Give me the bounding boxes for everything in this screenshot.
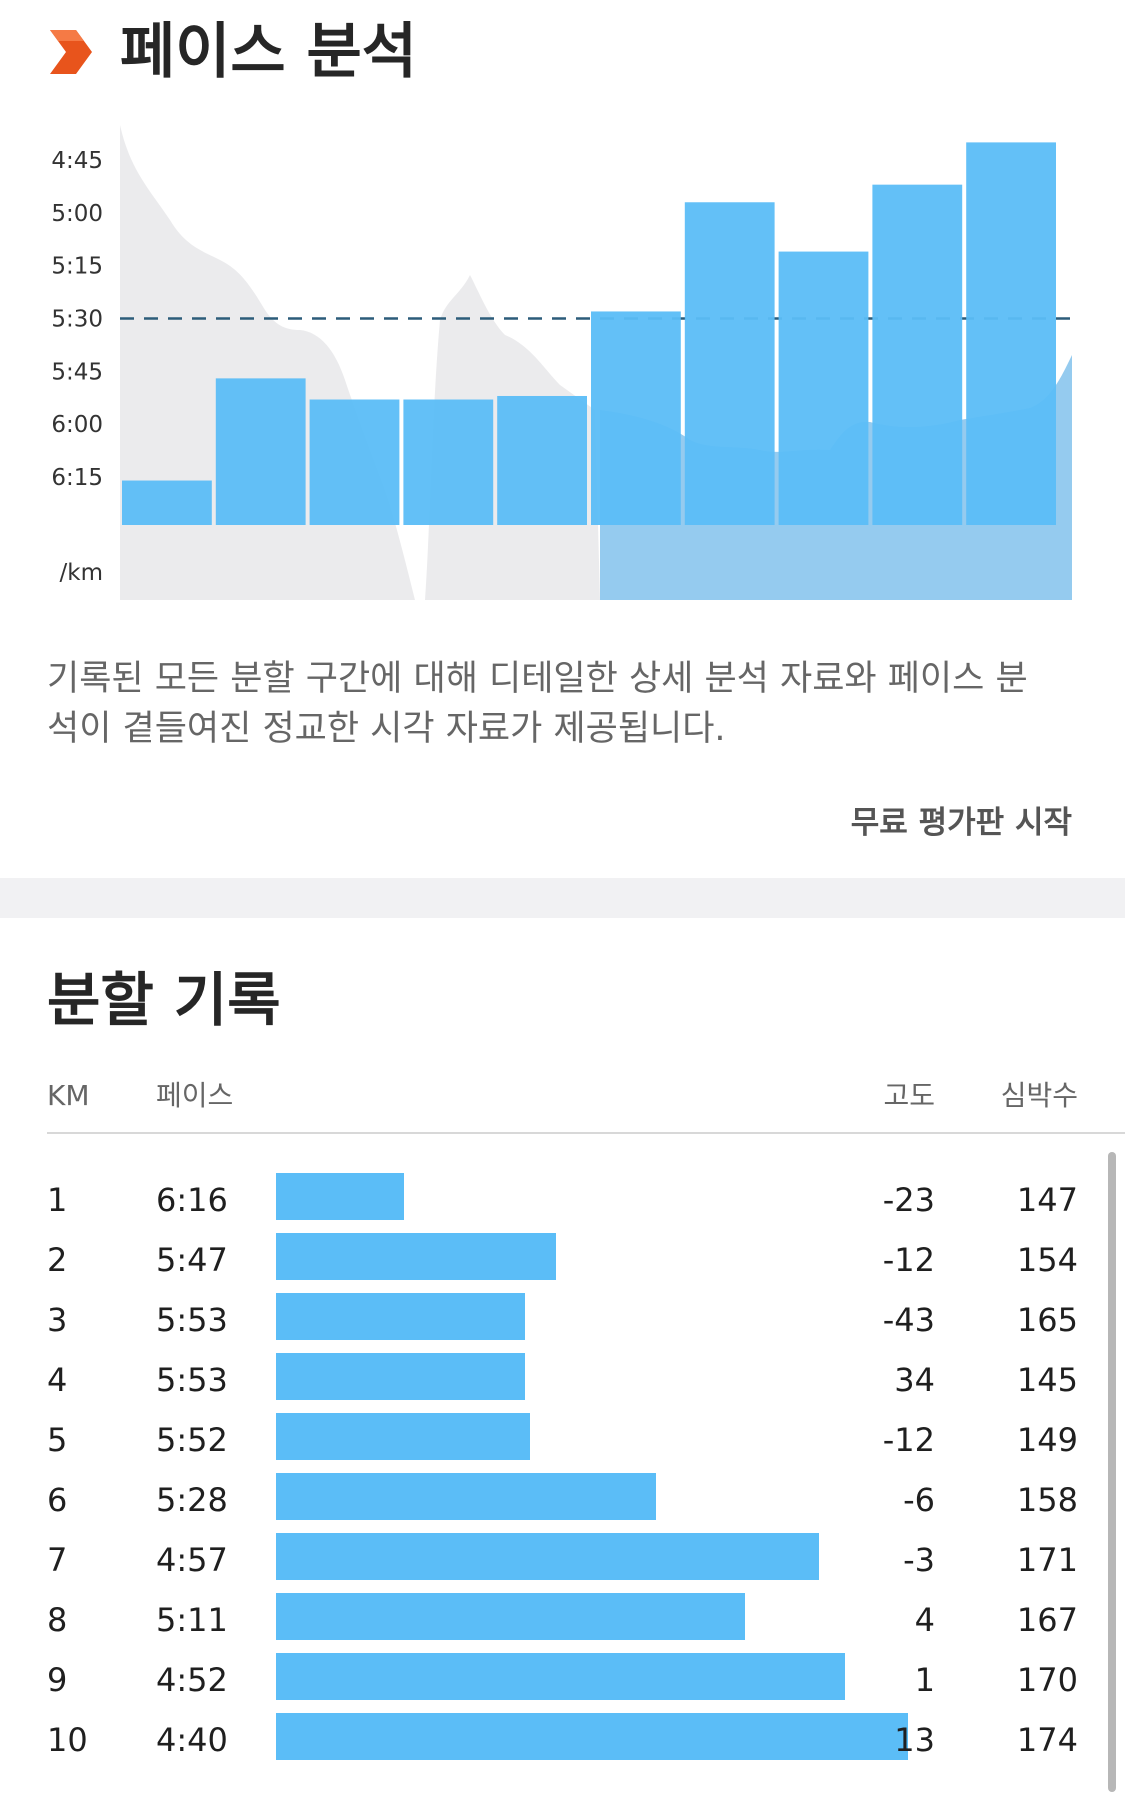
- elevation-area: [120, 125, 600, 600]
- pace-bar-km-8: [778, 251, 869, 526]
- split-heart-rate: 170: [1016, 1661, 1078, 1699]
- table-row: 3 5:53 -43 165: [0, 1290, 1125, 1350]
- pace-chart: 4:45 5:00 5:15 5:30 5:45 6:00 6:15 /km: [51, 125, 1072, 600]
- split-pace: 6:16: [156, 1181, 228, 1219]
- pace-bar-km-6: [591, 311, 681, 525]
- y-tick-label: 6:15: [51, 465, 103, 491]
- split-km: 9: [47, 1661, 68, 1699]
- split-elevation: 1: [914, 1661, 935, 1699]
- pace-bar-km-5: [497, 395, 587, 525]
- split-pace-bar: [276, 1413, 530, 1460]
- split-pace: 5:53: [156, 1361, 228, 1399]
- split-pace: 5:53: [156, 1301, 228, 1339]
- pace-bar-km-7: [684, 202, 775, 525]
- pace-bar-km-3: [309, 399, 400, 525]
- table-row: 1 6:16 -23 147: [0, 1170, 1125, 1230]
- split-km: 6: [47, 1481, 68, 1519]
- table-row: 10 4:40 13 174: [0, 1710, 1125, 1770]
- split-km: 4: [47, 1361, 68, 1399]
- split-elevation: -6: [903, 1481, 935, 1519]
- split-heart-rate: 171: [1016, 1541, 1078, 1579]
- pace-bar-km-9: [872, 184, 963, 525]
- y-tick-label: 5:45: [51, 359, 103, 385]
- split-km: 10: [47, 1721, 88, 1759]
- split-heart-rate: 147: [1016, 1181, 1078, 1219]
- split-heart-rate: 145: [1016, 1361, 1078, 1399]
- split-pace: 4:40: [156, 1721, 228, 1759]
- y-tick-label: 6:00: [51, 412, 103, 438]
- splits-table: 1 6:16 -23 147 2 5:47 -12 154 3 5:53 -43…: [0, 1170, 1125, 1770]
- split-elevation: -43: [882, 1301, 935, 1339]
- column-header-pace: 페이스: [156, 1079, 234, 1112]
- table-row: 7 4:57 -3 171: [0, 1530, 1125, 1590]
- y-tick-label: 4:45: [51, 148, 103, 174]
- pace-bar-km-1: [122, 480, 212, 525]
- split-km: 5: [47, 1421, 68, 1459]
- table-row: 9 4:52 1 170: [0, 1650, 1125, 1710]
- y-axis-unit: /km: [60, 560, 103, 586]
- pace-analysis-title: 페이스 분석: [120, 17, 417, 87]
- split-pace-bar: [276, 1353, 525, 1400]
- table-row: 6 5:28 -6 158: [0, 1470, 1125, 1530]
- splits-title: 분할 기록: [47, 966, 281, 1034]
- split-elevation: 4: [914, 1601, 935, 1639]
- split-elevation: 13: [894, 1721, 935, 1759]
- header-divider: [47, 1132, 1125, 1134]
- split-elevation: -23: [882, 1181, 935, 1219]
- pace-analysis-description: 기록된 모든 분할 구간에 대해 디테일한 상세 분석 자료와 페이스 분석이 …: [47, 659, 1028, 749]
- y-tick-label: 5:15: [51, 254, 103, 280]
- split-pace-bar: [276, 1713, 908, 1760]
- split-heart-rate: 165: [1016, 1301, 1078, 1339]
- split-heart-rate: 154: [1016, 1241, 1078, 1279]
- scrollbar[interactable]: [1108, 1152, 1116, 1792]
- split-pace: 5:52: [156, 1421, 228, 1459]
- y-tick-label: 5:30: [51, 307, 103, 333]
- pace-bar-km-4: [403, 399, 494, 525]
- split-pace-bar: [276, 1233, 557, 1280]
- split-heart-rate: 167: [1016, 1601, 1078, 1639]
- table-row: 5 5:52 -12 149: [0, 1410, 1125, 1470]
- split-pace-bar: [276, 1533, 819, 1580]
- split-pace-bar: [276, 1593, 746, 1640]
- table-row: 8 5:11 4 167: [0, 1590, 1125, 1650]
- split-pace: 4:57: [156, 1541, 228, 1579]
- y-tick-label: 5:00: [51, 201, 103, 227]
- column-header-heart-rate: 심박수: [1000, 1079, 1078, 1112]
- split-km: 8: [47, 1601, 68, 1639]
- split-heart-rate: 158: [1016, 1481, 1078, 1519]
- split-heart-rate: 149: [1016, 1421, 1078, 1459]
- split-pace-bar: [276, 1173, 404, 1220]
- table-row: 2 5:47 -12 154: [0, 1230, 1125, 1290]
- split-km: 7: [47, 1541, 68, 1579]
- split-pace-bar: [276, 1293, 525, 1340]
- split-elevation: -3: [903, 1541, 935, 1579]
- start-free-trial-button[interactable]: 무료 평가판 시작: [850, 805, 1072, 841]
- chevron-right-icon: [50, 30, 92, 74]
- split-km: 3: [47, 1301, 68, 1339]
- split-pace: 5:28: [156, 1481, 228, 1519]
- section-divider: [0, 878, 1125, 918]
- split-pace-bar: [276, 1653, 845, 1700]
- split-pace: 5:47: [156, 1241, 228, 1279]
- split-pace: 4:52: [156, 1661, 228, 1699]
- table-row: 4 5:53 34 145: [0, 1350, 1125, 1410]
- split-elevation: -12: [882, 1421, 935, 1459]
- split-pace: 5:11: [156, 1601, 228, 1639]
- split-km: 2: [47, 1241, 68, 1279]
- split-elevation: -12: [882, 1241, 935, 1279]
- split-km: 1: [47, 1181, 68, 1219]
- column-header-km: KM: [47, 1079, 90, 1112]
- pace-bar-km-2: [215, 378, 306, 525]
- split-elevation: 34: [894, 1361, 935, 1399]
- split-heart-rate: 174: [1016, 1721, 1078, 1759]
- split-pace-bar: [276, 1473, 656, 1520]
- pace-bar-km-10: [966, 142, 1056, 525]
- column-header-elevation: 고도: [883, 1079, 935, 1112]
